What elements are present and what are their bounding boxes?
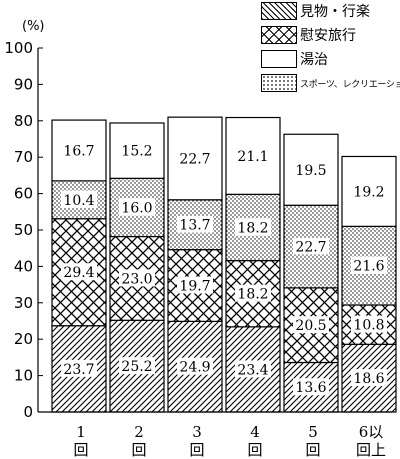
y-tick-label: 100 <box>4 39 33 57</box>
data-label: 23.7 <box>63 362 94 378</box>
legend-item-company-trip: 慰安旅行 <box>261 24 400 46</box>
data-label-background <box>351 182 387 200</box>
y-tick-label: 50 <box>14 221 33 239</box>
y-tick-label: 10 <box>14 367 33 385</box>
data-label-background <box>119 141 155 159</box>
data-label-background <box>61 359 97 377</box>
data-label-background <box>235 146 271 164</box>
y-tick-label: 40 <box>14 257 33 275</box>
data-label: 24.9 <box>179 360 210 376</box>
y-tick-label: 60 <box>14 185 33 203</box>
data-label: 18.2 <box>237 287 268 303</box>
data-label: 15.2 <box>121 144 152 160</box>
data-label-background <box>235 284 271 302</box>
data-label: 23.0 <box>121 271 152 287</box>
x-tick-label: 4 <box>250 423 260 441</box>
data-label-background <box>351 369 387 387</box>
y-axis: 0 10 20 30 40 50 60 70 80 90 100 <box>4 39 43 421</box>
y-tick-label: 80 <box>14 112 33 130</box>
data-label: 20.5 <box>295 318 326 334</box>
data-label: 18.2 <box>237 220 268 236</box>
legend-swatch-dots <box>261 74 297 92</box>
data-label: 19.5 <box>295 163 326 179</box>
data-label: 16.0 <box>121 200 152 216</box>
data-label-background <box>351 315 387 333</box>
y-axis-unit: (%) <box>22 19 45 34</box>
data-label: 19.7 <box>179 279 210 295</box>
x-tick-label: 2 <box>134 423 144 441</box>
legend: 見物・行楽 慰安旅行 湯治 スポーツ、レクリエーション <box>261 0 400 96</box>
x-tick-label: 回 <box>189 441 204 459</box>
data-label-background <box>61 141 97 159</box>
data-label-background <box>119 357 155 375</box>
legend-item-sightseeing: 見物・行楽 <box>261 0 400 22</box>
x-tick-label: 3 <box>192 423 202 441</box>
legend-swatch-crosshatch <box>261 26 297 44</box>
data-label-background <box>235 360 271 378</box>
data-label: 21.1 <box>237 149 268 165</box>
data-label: 21.6 <box>353 259 384 275</box>
data-label-background <box>119 198 155 216</box>
y-tick-label: 30 <box>14 294 33 312</box>
data-label: 16.7 <box>63 143 94 159</box>
legend-label: スポーツ、レクリエーション <box>300 79 400 90</box>
data-label: 13.7 <box>179 218 210 234</box>
x-tick-label: 回 <box>131 441 146 459</box>
legend-item-sports: スポーツ、レクリエーション <box>261 72 400 94</box>
data-label: 10.8 <box>353 318 384 334</box>
legend-label: 慰安旅行 <box>300 28 356 44</box>
legend-label: 見物・行楽 <box>300 4 370 20</box>
legend-item-hot-spring: 湯治 <box>261 48 400 70</box>
data-label: 29.4 <box>63 265 94 281</box>
data-label-background <box>119 269 155 287</box>
data-label: 13.6 <box>295 380 326 396</box>
x-tick-label: 回 <box>73 441 88 459</box>
x-tick-label: 回 <box>305 441 320 459</box>
legend-swatch-diagonal <box>261 2 297 20</box>
x-tick-label: 1 <box>76 423 86 441</box>
data-label-background <box>293 237 329 255</box>
data-label-background <box>293 160 329 178</box>
x-tick-label: 回上 <box>356 441 386 459</box>
y-tick-label: 70 <box>14 148 33 166</box>
bars: 23.7 29.4 10.4 16.7 25.2 23.0 16.0 15.2 24.9 19.7… <box>51 116 397 413</box>
data-label: 18.6 <box>353 371 384 387</box>
data-label: 19.2 <box>353 184 384 200</box>
y-tick-label: 0 <box>23 403 33 421</box>
data-label-background <box>177 276 213 294</box>
data-label: 22.7 <box>179 151 210 167</box>
data-label: 10.4 <box>63 193 94 209</box>
data-label-background <box>177 357 213 375</box>
data-label-background <box>61 190 97 208</box>
data-label-background <box>177 215 213 233</box>
data-label: 22.7 <box>295 240 326 256</box>
legend-swatch-blank <box>261 50 297 68</box>
data-label-background <box>61 263 97 281</box>
data-label-background <box>293 316 329 334</box>
data-label-background <box>293 378 329 396</box>
x-tick-label: 6以 <box>359 423 384 441</box>
data-label-background <box>351 256 387 274</box>
y-tick-label: 20 <box>14 330 33 348</box>
data-label-background <box>177 149 213 167</box>
y-tick-label: 90 <box>14 75 33 93</box>
data-label: 23.4 <box>237 362 268 378</box>
x-tick-label: 5 <box>308 423 318 441</box>
data-label: 25.2 <box>121 359 152 375</box>
legend-label: 湯治 <box>300 52 328 68</box>
data-label-background <box>235 218 271 236</box>
x-tick-label: 回 <box>247 441 262 459</box>
